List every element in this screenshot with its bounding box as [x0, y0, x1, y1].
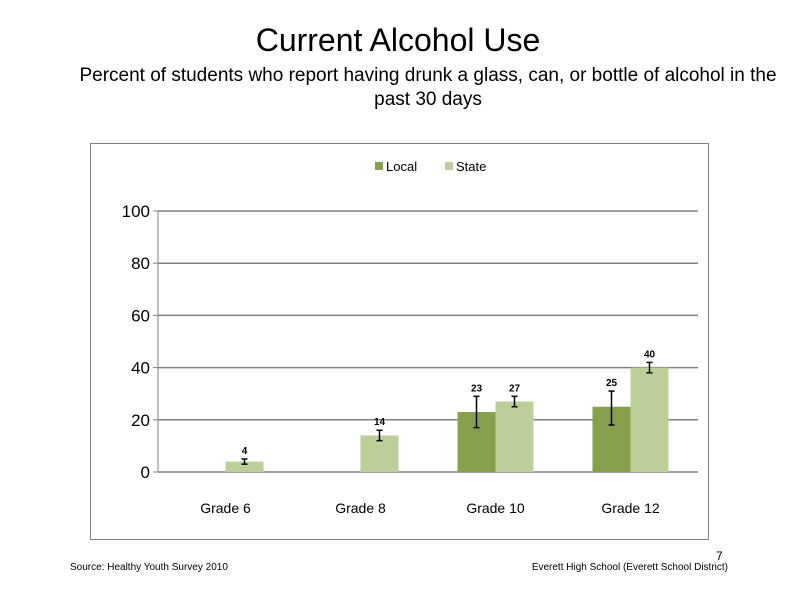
- y-tick-label-80: 80: [131, 254, 150, 273]
- page-number: 7: [716, 549, 723, 563]
- bar-state-grade-8: [360, 435, 399, 472]
- bar-state-grade-12: [630, 367, 669, 472]
- chart-frame: 0 20 40 60 80 100 4 Grade 6 14 Grade 8 23 27 Grade 1…: [90, 143, 709, 540]
- bar-state-grade-6: [225, 461, 264, 472]
- school-name: Everett High School (Everett School Dist…: [531, 562, 728, 573]
- source-note: Source: Healthy Youth Survey 2010: [70, 562, 228, 573]
- y-tick-label-20: 20: [131, 411, 150, 430]
- bar-state-grade-10: [495, 401, 534, 472]
- data-label-local-2: 23: [471, 383, 483, 394]
- data-label-state-2: 27: [509, 383, 521, 394]
- y-tick-label-100: 100: [122, 202, 150, 221]
- legend-label-local: Local: [386, 159, 417, 174]
- legend-swatch-local: [375, 162, 383, 170]
- y-tick-label-0: 0: [141, 463, 150, 482]
- data-label-local-3: 25: [606, 378, 618, 389]
- x-tick-label-2: Grade 10: [466, 500, 525, 516]
- y-tick-label-40: 40: [131, 359, 150, 378]
- data-label-state-0: 4: [242, 446, 248, 457]
- data-label-state-3: 40: [644, 349, 656, 360]
- legend-swatch-state: [445, 162, 453, 170]
- bar-chart: 0 20 40 60 80 100 4 Grade 6 14 Grade 8 23 27 Grade 1…: [122, 159, 698, 516]
- x-tick-label-3: Grade 12: [601, 500, 660, 516]
- legend-label-state: State: [456, 159, 486, 174]
- x-tick-label-0: Grade 6: [200, 500, 251, 516]
- data-label-state-1: 14: [374, 417, 386, 428]
- y-tick-label-60: 60: [131, 306, 150, 325]
- x-tick-label-1: Grade 8: [335, 500, 386, 516]
- slide-title: Current Alcohol Use: [255, 22, 541, 58]
- slide-subtitle: Percent of students who report having dr…: [79, 65, 777, 110]
